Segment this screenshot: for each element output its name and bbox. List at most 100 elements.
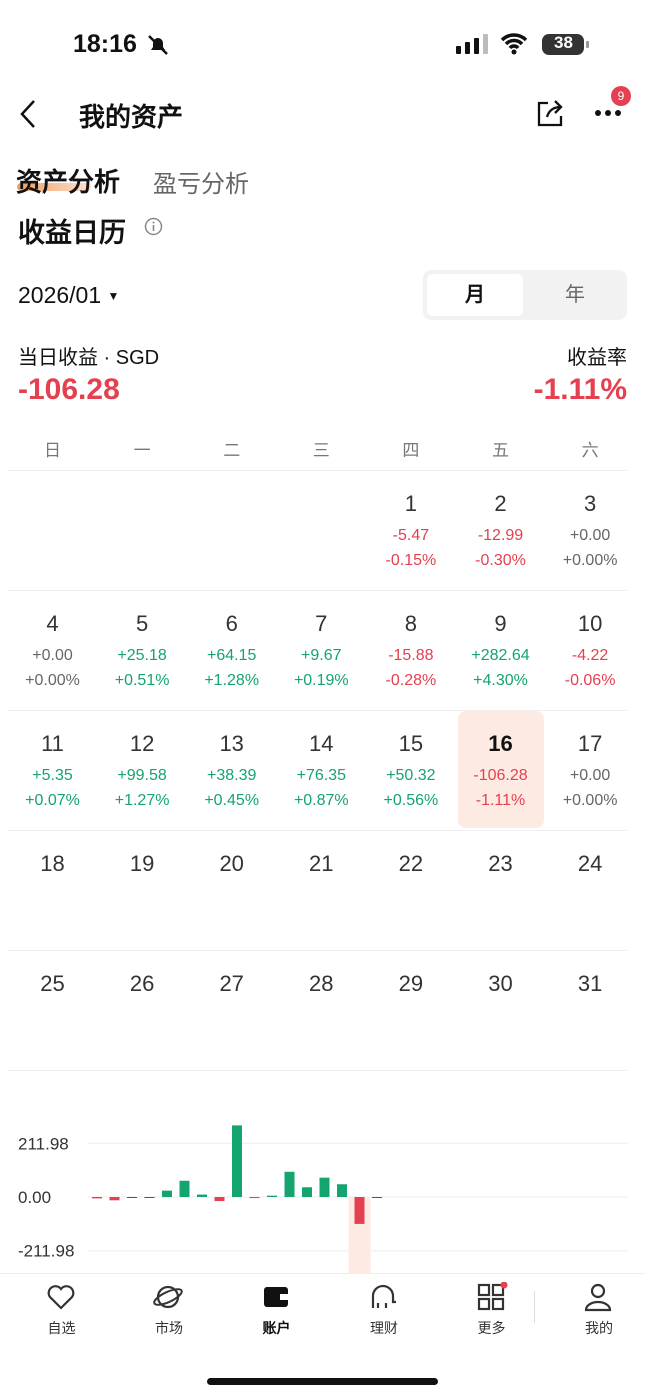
day-pct: +0.00% (25, 672, 80, 689)
info-icon[interactable] (144, 217, 163, 236)
day-cell[interactable]: 6 +64.15 +1.28% (187, 591, 276, 709)
nav-item[interactable]: 理财 (331, 1282, 438, 1338)
home-indicator (207, 1378, 438, 1385)
day-pct: -1.11% (475, 792, 526, 809)
day-cell[interactable]: 2 -12.99 -0.30% (456, 471, 545, 589)
day-pct: +0.51% (114, 672, 170, 689)
row-divider (8, 830, 627, 831)
day-cell[interactable]: 21 (277, 831, 366, 949)
day-cell[interactable]: 11 +5.35 +0.07% (8, 711, 97, 829)
bar (372, 1197, 382, 1198)
nav-icon (47, 1285, 74, 1310)
day-cell[interactable]: 4 +0.00 +0.00% (8, 591, 97, 709)
back-button[interactable] (16, 98, 42, 130)
bar (319, 1177, 330, 1197)
day-cell[interactable]: 14 +76.35 +0.87% (277, 711, 366, 829)
day-number: 20 (219, 851, 244, 876)
nav-item[interactable]: 自选 (8, 1282, 115, 1338)
day-cell[interactable]: 25 (8, 951, 97, 1069)
day-cell[interactable]: 3 +0.00 +0.00% (546, 471, 635, 589)
row-divider (8, 1070, 627, 1071)
nav-item[interactable]: 我的 (546, 1282, 645, 1338)
day-cell[interactable]: 19 (98, 831, 187, 949)
nav-icon (263, 1287, 288, 1307)
month-picker[interactable]: 2026/01 ▼ (18, 282, 120, 308)
day-cell[interactable]: 28 (277, 951, 366, 1069)
toggle-active[interactable]: 月 (427, 274, 523, 316)
day-pnl: -12.99 (477, 527, 524, 544)
bar (267, 1195, 277, 1197)
day-cell[interactable]: 24 (546, 831, 635, 949)
day-number: 19 (129, 851, 155, 876)
day-pnl: +0.00 (32, 647, 73, 664)
day-number: 23 (488, 851, 513, 876)
day-number: 28 (309, 971, 334, 996)
bar (179, 1180, 190, 1197)
day-cell[interactable]: 29 (366, 951, 455, 1069)
day-pct: -0.28% (385, 672, 437, 689)
day-pct: -0.30% (475, 552, 526, 569)
day-cell[interactable]: 13 +38.39 +0.45% (187, 711, 276, 829)
day-cell[interactable]: 1 -5.47 -0.15% (366, 471, 455, 589)
day-number: 30 (488, 971, 513, 996)
bar (232, 1125, 242, 1197)
day-number: 27 (219, 971, 244, 996)
day-number: 8 (404, 611, 418, 636)
day-cell[interactable]: 18 (8, 831, 97, 949)
day-cell[interactable]: 17 +0.00 +0.00% (546, 711, 635, 829)
more-button[interactable] (594, 104, 624, 120)
day-cell[interactable]: 31 (546, 951, 635, 1069)
bar (354, 1197, 365, 1224)
daily-label: 当日收益 · SGD (18, 347, 160, 369)
rate-value: -1.11% (533, 373, 627, 406)
daily-value: -106.28 (18, 373, 120, 406)
bar (214, 1197, 225, 1202)
day-cell[interactable]: 9 +282.64 +4.30% (456, 591, 545, 709)
nav-item[interactable]: 市场 (116, 1282, 223, 1338)
rate-label: 收益率 (567, 347, 627, 369)
bar (249, 1197, 260, 1199)
day-pnl: -4.22 (571, 647, 609, 664)
day-cell[interactable]: 15 +50.32 +0.56% (366, 711, 455, 829)
day-number: 11 (41, 731, 64, 756)
nav-label: 我的 (585, 1320, 613, 1336)
day-number: 10 (577, 611, 603, 636)
tab-underline (17, 183, 91, 191)
day-pnl: +64.15 (206, 647, 257, 664)
day-cell[interactable]: 26 (98, 951, 187, 1069)
selected-highlight (458, 711, 544, 828)
nav-item[interactable]: 更多 (438, 1282, 545, 1338)
day-cell[interactable]: 10 -4.22 -0.06% (546, 591, 635, 709)
day-cell[interactable]: 16 -106.28 -1.11% (456, 711, 545, 829)
day-cell[interactable]: 20 (187, 831, 276, 949)
day-pnl: -106.28 (473, 767, 528, 784)
day-cell[interactable]: 7 +9.67 +0.19% (277, 591, 366, 709)
row-divider (8, 470, 627, 471)
nav-label: 自选 (47, 1320, 76, 1336)
day-pnl: +5.35 (32, 767, 73, 784)
day-cell[interactable]: 30 (456, 951, 545, 1069)
day-cell[interactable]: 23 (456, 831, 545, 949)
section-title: 收益日历 (18, 218, 126, 248)
tab[interactable]: 盈亏分析 (153, 171, 249, 198)
weekday: 四 (402, 441, 420, 460)
day-number: 21 (309, 851, 334, 876)
toggle-option[interactable]: 年 (565, 284, 585, 306)
day-cell[interactable]: 22 (366, 831, 455, 949)
nav-label: 更多 (477, 1320, 506, 1336)
badge: 9 (611, 86, 631, 106)
day-cell[interactable]: 12 +99.58 +1.27% (98, 711, 187, 829)
day-pnl: +9.67 (301, 647, 342, 664)
tab-active[interactable]: 资产分析 (16, 167, 121, 197)
day-cell[interactable]: 5 +25.18 +0.51% (98, 591, 187, 709)
day-cell[interactable]: 27 (187, 951, 276, 1069)
status-icons (456, 33, 589, 55)
nav-item[interactable]: 账户 (223, 1282, 330, 1338)
day-number: 3 (583, 491, 597, 516)
y-tick-label: -211.98 (18, 1242, 74, 1261)
share-button[interactable] (533, 97, 567, 131)
day-pct: +0.45% (204, 792, 260, 809)
day-pct: +1.27% (114, 792, 170, 809)
day-cell[interactable]: 8 -15.88 -0.28% (366, 591, 455, 709)
